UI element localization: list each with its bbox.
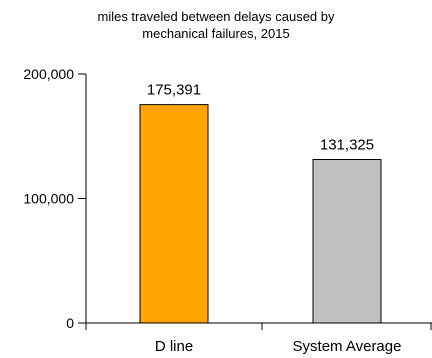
bar-system-average bbox=[312, 159, 382, 324]
bar-d-line bbox=[139, 104, 209, 324]
category-label: D line bbox=[155, 338, 193, 355]
chart-title: miles traveled between delays caused by … bbox=[0, 8, 432, 42]
value-label: 131,325 bbox=[320, 137, 374, 154]
value-label: 175,391 bbox=[147, 82, 201, 99]
y-tick-label: 200,000 bbox=[23, 66, 74, 82]
chart-title-line-2: mechanical failures, 2015 bbox=[142, 26, 290, 41]
y-axis-ticks: 0 100,000 200,000 bbox=[23, 66, 86, 331]
category-label: System Average bbox=[293, 338, 402, 355]
category-labels-group: D line System Average bbox=[155, 338, 402, 355]
y-tick-label: 100,000 bbox=[23, 191, 74, 207]
bars-group bbox=[139, 104, 382, 324]
chart-title-line-1: miles traveled between delays caused by bbox=[97, 9, 335, 24]
y-tick-label: 0 bbox=[66, 315, 74, 331]
x-axis-ticks bbox=[85, 323, 432, 330]
value-labels-group: 175,391 131,325 bbox=[147, 82, 374, 154]
